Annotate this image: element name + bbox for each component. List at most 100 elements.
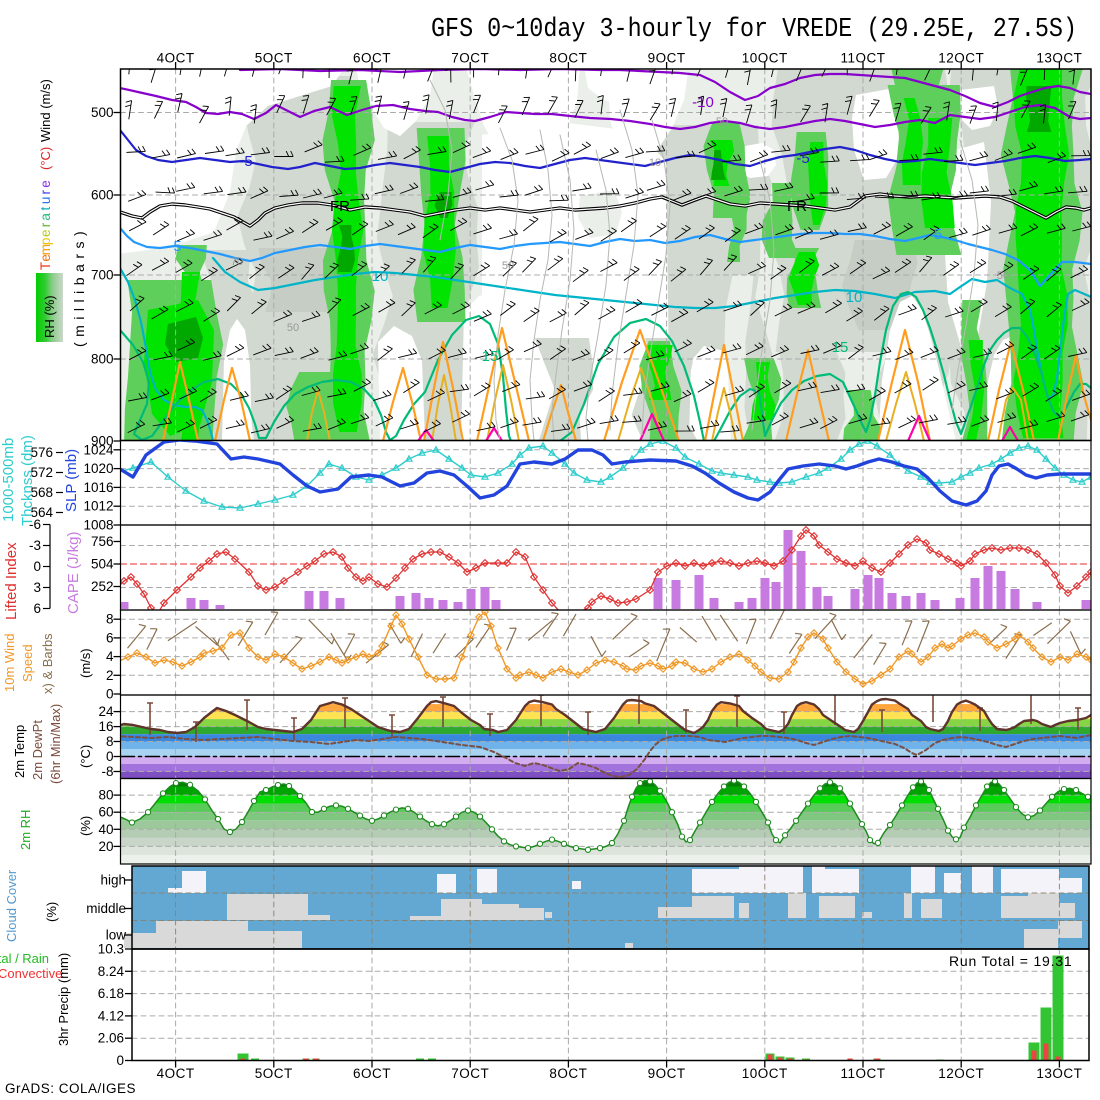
svg-text:8OCT: 8OCT [549,51,587,66]
svg-text:m: m [38,244,53,255]
svg-text:4OCT: 4OCT [157,51,195,66]
svg-text:e: e [38,180,53,188]
svg-text:1000-500mb: 1000-500mb [0,438,17,522]
svg-text:Wind (m/s): Wind (m/s) [38,79,53,142]
svg-text:7OCT: 7OCT [451,51,489,66]
svg-text:6OCT: 6OCT [353,1066,391,1081]
svg-text:500: 500 [91,105,114,120]
svg-text:Thcknss (dm): Thcknss (dm) [19,435,36,526]
svg-text:1012: 1012 [83,499,113,514]
svg-text:e: e [38,229,53,237]
svg-text:(millibars): (millibars) [71,226,87,347]
svg-text:50: 50 [997,270,1009,282]
svg-text:-3: -3 [29,538,41,553]
svg-text:-5: -5 [239,153,252,170]
svg-text:700: 700 [91,268,114,283]
svg-text:-6: -6 [29,517,41,532]
svg-text:t: t [38,206,53,210]
svg-text:70: 70 [231,256,243,268]
svg-text:2m RH: 2m RH [18,810,33,850]
svg-text:13OCT: 13OCT [1036,1066,1082,1081]
svg-text:Speed: Speed [20,644,35,682]
svg-text:2: 2 [106,668,114,683]
svg-text:10: 10 [649,157,661,169]
svg-text:572: 572 [30,465,53,480]
svg-text:e: e [38,254,53,262]
svg-text:Lifted Index: Lifted Index [3,542,20,620]
svg-text:3: 3 [33,580,41,595]
svg-text:504: 504 [91,556,114,571]
svg-text:middle: middle [86,901,126,916]
svg-text:(%): (%) [44,902,59,922]
svg-text:GrADS: COLA/IGES: GrADS: COLA/IGES [5,1081,136,1096]
svg-text:50: 50 [502,260,514,272]
svg-text:0: 0 [33,559,41,574]
svg-text:15: 15 [832,339,849,356]
svg-text:20: 20 [98,839,113,854]
svg-text:10OCT: 10OCT [742,51,788,66]
svg-text:15: 15 [482,348,499,365]
svg-text:10: 10 [846,289,863,306]
svg-text:1016: 1016 [83,480,113,495]
svg-text:50: 50 [716,116,728,128]
svg-text:T: T [38,262,53,270]
svg-text:10: 10 [372,268,389,285]
svg-text:SLP (mb): SLP (mb) [63,449,80,512]
svg-text:(°C): (°C) [38,147,53,170]
svg-text:4OCT: 4OCT [157,1066,195,1081]
svg-text:10.3: 10.3 [98,941,124,956]
svg-text:568: 568 [30,485,53,500]
svg-text:9OCT: 9OCT [648,51,686,66]
svg-text:4: 4 [106,649,114,664]
svg-text:5OCT: 5OCT [255,1066,293,1081]
svg-text:1020: 1020 [83,461,113,476]
svg-text:13OCT: 13OCT [1036,51,1082,66]
svg-text:2m Temp: 2m Temp [12,725,27,778]
svg-text:2m DewPt: 2m DewPt [30,720,45,780]
svg-text:10OCT: 10OCT [742,1066,788,1081]
svg-text:r: r [38,222,53,227]
svg-text:5OCT: 5OCT [255,51,293,66]
svg-text:564: 564 [30,505,53,520]
svg-text:16: 16 [98,719,113,734]
svg-text:-5: -5 [168,238,181,255]
svg-text:2.06: 2.06 [98,1031,124,1046]
svg-text:252: 252 [91,579,114,594]
svg-text:high: high [100,873,126,888]
svg-text:7OCT: 7OCT [451,1066,489,1081]
svg-text:6.18: 6.18 [98,986,124,1001]
svg-text:600: 600 [91,188,114,203]
svg-text:12OCT: 12OCT [938,51,984,66]
svg-text:Total / Rain: Total / Rain [0,951,49,966]
svg-text:(m/s): (m/s) [78,648,93,678]
svg-text:FR: FR [787,198,807,215]
svg-text:FR: FR [330,198,350,215]
svg-text:11OCT: 11OCT [840,1066,885,1081]
svg-text:8.24: 8.24 [98,964,125,979]
svg-text:3hr Precip (mm): 3hr Precip (mm) [56,953,71,1046]
svg-text:1024: 1024 [83,442,114,457]
svg-text:80: 80 [98,788,113,803]
svg-text:756: 756 [91,534,114,549]
svg-text:x) & Barbs: x) & Barbs [40,633,55,694]
svg-text:-8: -8 [101,764,113,779]
svg-text:(6hr Min/Max): (6hr Min/Max) [48,704,63,784]
svg-text:24: 24 [98,704,114,719]
svg-text:(%): (%) [78,816,93,836]
svg-text:576: 576 [30,445,53,460]
svg-text:12OCT: 12OCT [938,1066,984,1081]
svg-text:RH (%): RH (%) [42,295,57,338]
svg-text:8OCT: 8OCT [549,1066,587,1081]
svg-text:Convective: Convective [0,966,62,981]
svg-text:GFS 0~10day 3-hourly for VREDE: GFS 0~10day 3-hourly for VREDE (29.25E, … [431,14,1077,44]
svg-text:(°C): (°C) [78,745,93,768]
svg-text:a: a [38,213,53,221]
svg-text:40: 40 [98,822,113,837]
svg-text:low: low [106,928,127,943]
svg-text:0: 0 [106,749,114,764]
svg-text:Cloud Cover: Cloud Cover [4,869,19,942]
svg-text:8: 8 [106,612,114,627]
svg-text:0: 0 [106,687,114,702]
svg-text:900: 900 [91,434,114,449]
svg-text:5: 5 [934,226,942,243]
